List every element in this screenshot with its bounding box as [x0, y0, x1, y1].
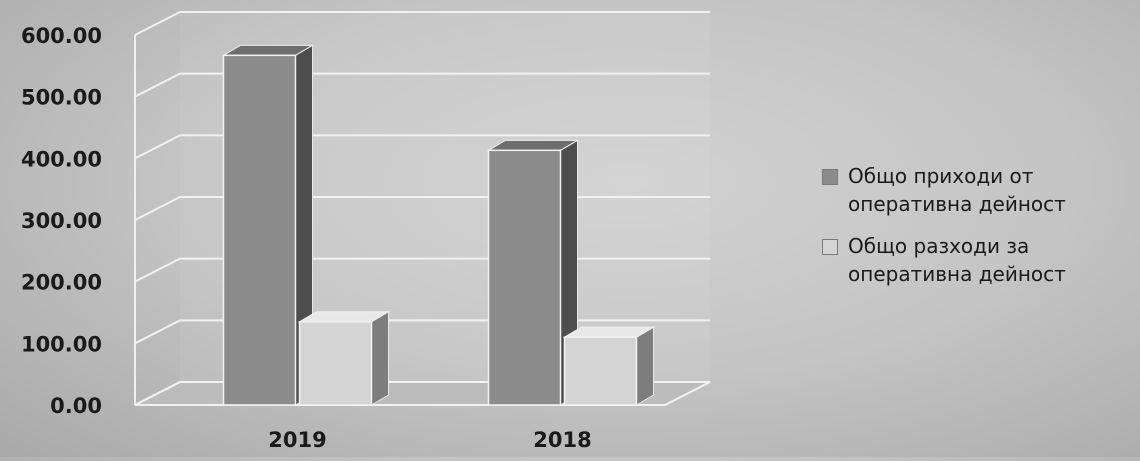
bar [487, 149, 562, 406]
legend-item-revenue: Общо приходи от оперативна дейност [822, 162, 1132, 218]
gridline [134, 11, 710, 36]
y-tick-label: 100.00 [21, 332, 102, 356]
bar [298, 321, 373, 406]
legend-label-expenses: Общо разходи за оперативна дейност [848, 234, 1066, 286]
x-tick-label: 2019 [268, 428, 326, 452]
bar-side [636, 326, 654, 406]
legend-swatch-expenses [822, 239, 838, 255]
y-tick-label: 600.00 [21, 24, 102, 48]
x-tick-label: 2018 [533, 428, 591, 452]
gridline [134, 72, 710, 98]
y-tick-label: 400.00 [21, 147, 102, 171]
y-tick-label: 0.00 [50, 394, 102, 418]
legend-swatch-revenue [822, 169, 838, 185]
bar-side [371, 310, 389, 406]
y-tick-label: 500.00 [21, 86, 102, 110]
legend-label-revenue: Общо приходи от оперативна дейност [848, 164, 1066, 216]
bar [563, 336, 638, 406]
bar [222, 54, 297, 406]
y-tick-label: 300.00 [21, 209, 102, 233]
legend-item-expenses: Общо разходи за оперативна дейност [822, 232, 1132, 288]
y-tick-label: 200.00 [21, 271, 102, 295]
legend: Общо приходи от оперативна дейност Общо … [822, 162, 1132, 302]
gridline [134, 134, 710, 160]
